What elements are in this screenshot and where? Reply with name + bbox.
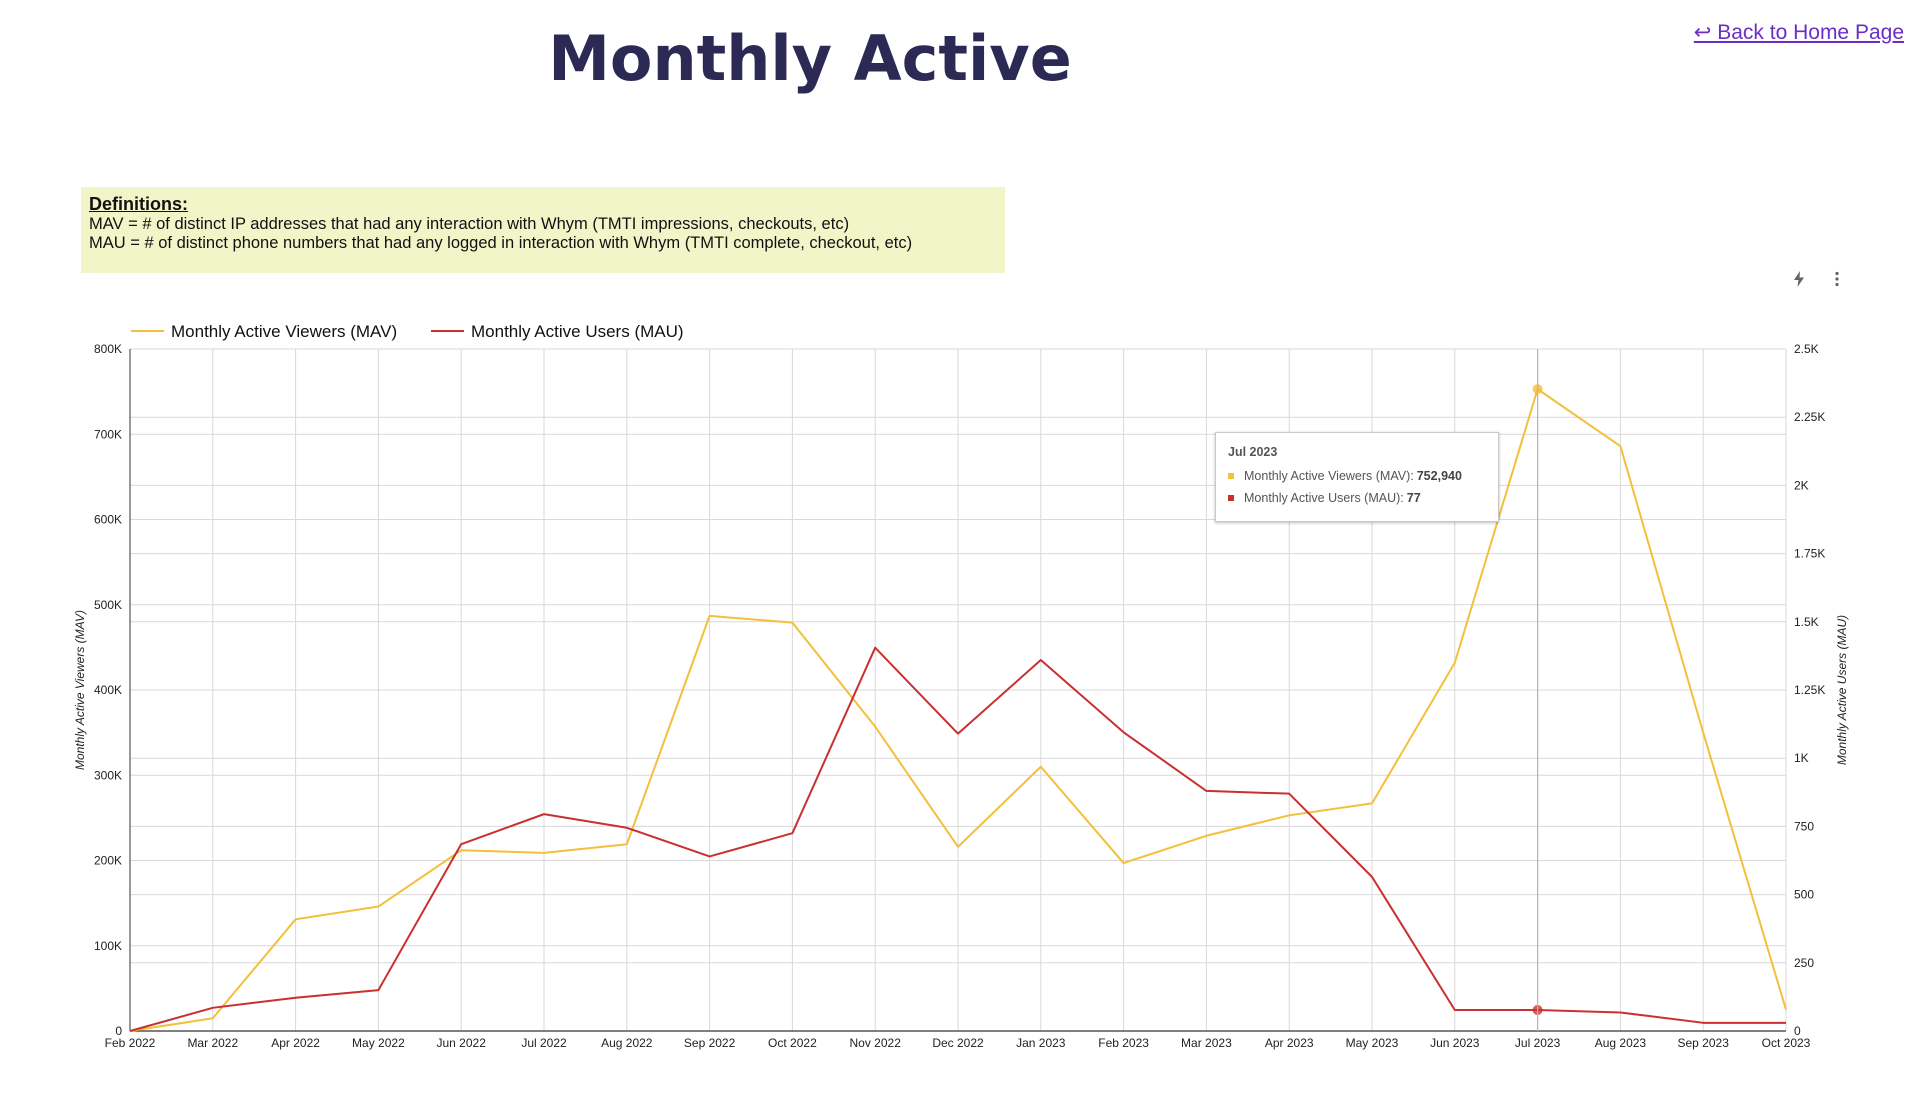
y-tick-label-left: 300K xyxy=(94,768,122,782)
x-tick-label: Dec 2022 xyxy=(932,1036,984,1050)
tooltip-mau-swatch xyxy=(1228,495,1234,501)
more-vertical-icon[interactable] xyxy=(1828,270,1846,288)
y-tick-label-left: 0 xyxy=(115,1024,122,1038)
x-tick-label: Jul 2023 xyxy=(1515,1036,1561,1050)
x-tick-label: Aug 2022 xyxy=(601,1036,653,1050)
y-tick-label-left: 400K xyxy=(94,683,122,697)
x-tick-label: Jun 2022 xyxy=(437,1036,487,1050)
y-tick-label-left: 700K xyxy=(94,427,122,441)
chart-toolbar xyxy=(1790,270,1846,288)
lightning-icon[interactable] xyxy=(1790,270,1808,288)
legend-label-mav: Monthly Active Viewers (MAV) xyxy=(171,322,397,341)
x-tick-label: Jun 2023 xyxy=(1430,1036,1480,1050)
tooltip-mav-value: 752,940 xyxy=(1416,469,1462,483)
x-tick-label: May 2022 xyxy=(352,1036,405,1050)
y-tick-label-left: 200K xyxy=(94,854,122,868)
legend-label-mau: Monthly Active Users (MAU) xyxy=(471,322,684,341)
page-title: Monthly Active xyxy=(548,22,1072,95)
y-tick-label-right: 1K xyxy=(1794,751,1809,765)
back-to-home-link[interactable]: ↩ Back to Home Page xyxy=(1693,21,1904,44)
x-tick-label: Apr 2023 xyxy=(1265,1036,1314,1050)
y-tick-label-right: 250 xyxy=(1794,956,1814,970)
definition-mav: MAV = # of distinct IP addresses that ha… xyxy=(89,214,850,233)
y-tick-label-left: 600K xyxy=(94,513,122,527)
x-tick-label: May 2023 xyxy=(1346,1036,1399,1050)
y-tick-label-right: 2.5K xyxy=(1794,342,1819,356)
definitions-heading: Definitions: xyxy=(89,194,188,214)
y-tick-label-right: 2K xyxy=(1794,478,1809,492)
tooltip-title: Jul 2023 xyxy=(1228,445,1278,459)
x-tick-label: Jul 2022 xyxy=(521,1036,567,1050)
x-tick-label: Aug 2023 xyxy=(1595,1036,1647,1050)
definition-mau: MAU = # of distinct phone numbers that h… xyxy=(89,234,913,252)
y-tick-label-left: 500K xyxy=(94,598,122,612)
y-tick-label-right: 1.25K xyxy=(1794,683,1825,697)
x-tick-label: Feb 2023 xyxy=(1098,1036,1149,1050)
y-tick-label-left: 800K xyxy=(94,342,122,356)
tooltip-mau-label: Monthly Active Users (MAU): xyxy=(1244,491,1404,505)
x-tick-label: Apr 2022 xyxy=(271,1036,320,1050)
x-tick-label: Oct 2023 xyxy=(1762,1036,1811,1050)
chart-tooltip: Jul 2023 Monthly Active Viewers (MAV): 7… xyxy=(1215,432,1499,522)
series-line-mav xyxy=(129,388,1787,1032)
x-tick-label: Nov 2022 xyxy=(850,1036,902,1050)
y-tick-label-right: 1.5K xyxy=(1794,615,1819,629)
y-tick-label-left: 100K xyxy=(94,939,122,953)
y-tick-label-right: 500 xyxy=(1794,888,1814,902)
x-tick-label: Sep 2022 xyxy=(684,1036,736,1050)
x-tick-label: Oct 2022 xyxy=(768,1036,817,1050)
x-tick-label: Feb 2022 xyxy=(105,1036,156,1050)
y-tick-label-right: 0 xyxy=(1794,1024,1801,1038)
x-tick-label: Mar 2022 xyxy=(187,1036,238,1050)
series-line-mau xyxy=(129,646,1786,1032)
y-tick-label-right: 750 xyxy=(1794,819,1814,833)
x-tick-label: Sep 2023 xyxy=(1678,1036,1730,1050)
y-axis-title-right: Monthly Active Users (MAU) xyxy=(1835,615,1849,765)
tooltip-row-mau: Monthly Active Users (MAU): 77 xyxy=(1228,491,1486,505)
x-tick-label: Mar 2023 xyxy=(1181,1036,1232,1050)
y-tick-label-right: 1.75K xyxy=(1794,547,1825,561)
tooltip-row-mav: Monthly Active Viewers (MAV): 752,940 xyxy=(1228,469,1486,483)
y-tick-label-right: 2.25K xyxy=(1794,410,1825,424)
tooltip-mav-swatch xyxy=(1228,473,1234,479)
y-axis-title-left: Monthly Active Viewers (MAV) xyxy=(73,610,87,770)
tooltip-mau-value: 77 xyxy=(1406,491,1421,505)
tooltip-mav-label: Monthly Active Viewers (MAV): xyxy=(1244,469,1414,483)
definitions-box: Definitions: MAV = # of distinct IP addr… xyxy=(81,187,1005,273)
x-tick-label: Jan 2023 xyxy=(1016,1036,1066,1050)
